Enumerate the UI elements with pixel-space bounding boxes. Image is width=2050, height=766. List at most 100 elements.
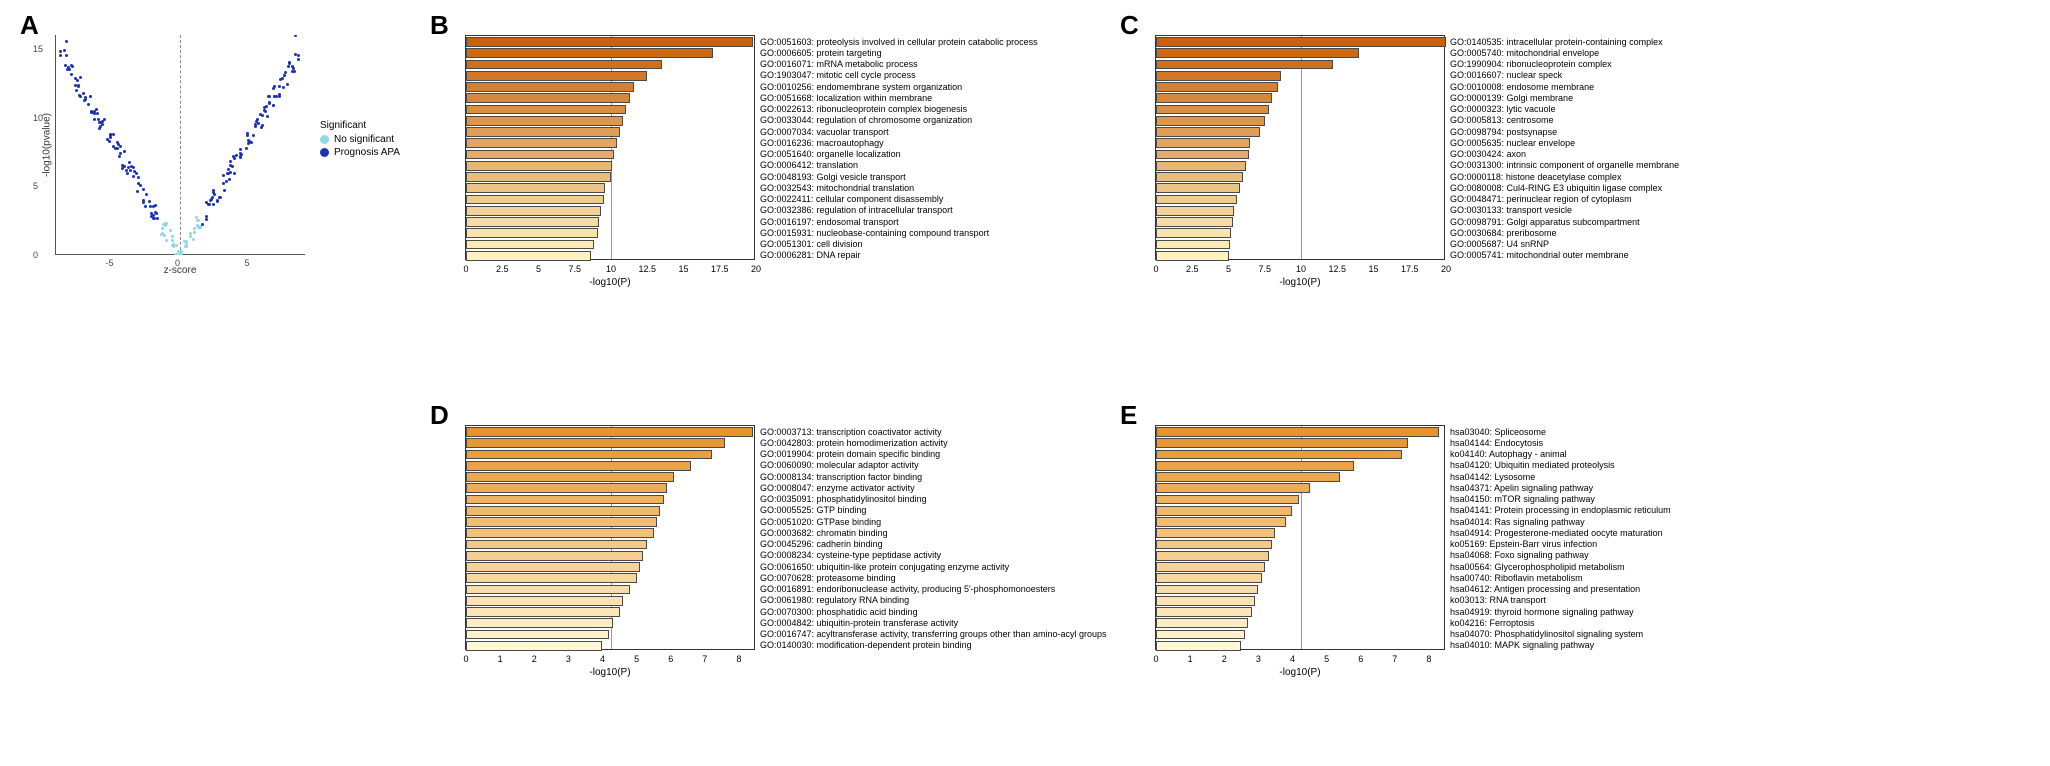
bar-label: GO:0016607: nuclear speck [1444, 70, 1562, 81]
scatter-point-icon [175, 244, 178, 247]
bar-icon [1156, 105, 1269, 115]
panel-label-D: D [430, 400, 449, 431]
scatter-point-icon [205, 218, 208, 221]
scatter-point-icon [121, 167, 124, 170]
bar-icon [466, 150, 614, 160]
axis-tick: 0 [463, 654, 468, 664]
scatter-point-icon [180, 250, 183, 253]
bar-icon [1156, 506, 1292, 516]
bar-label: GO:0016891: endoribonuclease activity, p… [754, 584, 1055, 595]
bar-label: hsa04014: Ras signaling pathway [1444, 516, 1585, 527]
scatter-point-icon [192, 238, 195, 241]
axis-tick: 0 [1153, 264, 1158, 274]
bar-icon [1156, 630, 1245, 640]
bar-label: GO:0051603: proteolysis involved in cell… [754, 36, 1038, 47]
bar-icon [466, 438, 725, 448]
bar-icon [1156, 618, 1248, 628]
scatter-point-icon [99, 125, 102, 128]
scatter-point-icon [268, 95, 271, 98]
bar-label: GO:0048471: perinuclear region of cytopl… [1444, 194, 1632, 205]
bar-label: hsa04612: Antigen processing and present… [1444, 584, 1640, 595]
bar-icon [466, 240, 594, 250]
bar-icon [1156, 438, 1408, 448]
scatter-point-icon [75, 89, 78, 92]
panel-label-A: A [20, 10, 39, 41]
bar-icon [1156, 641, 1241, 651]
axis-tick: 6 [1358, 654, 1363, 664]
bar-label: GO:0006281: DNA repair [754, 250, 861, 261]
bar-label: GO:0051668: localization within membrane [754, 92, 932, 103]
gridline [1301, 426, 1302, 649]
scatter-point-icon [119, 152, 122, 155]
scatter-point-icon [132, 166, 135, 169]
scatter-point-icon [264, 110, 267, 113]
bar-icon [1156, 116, 1265, 126]
scatter-point-icon [231, 165, 234, 168]
bar-label: ko04140: Autophagy - animal [1444, 449, 1567, 460]
scatter-point-icon [239, 148, 242, 151]
bar-icon [466, 228, 598, 238]
bar-icon [1156, 450, 1402, 460]
scatter-point-icon [210, 198, 213, 201]
bar-icon [466, 540, 647, 550]
scatter-point-icon [193, 231, 196, 234]
bar-area: 02.557.51012.51517.520GO:0051603: proteo… [465, 35, 755, 260]
scatter-point-icon [165, 239, 168, 242]
axis-tick: 17.5 [1401, 264, 1419, 274]
scatter-point-icon [169, 229, 172, 232]
bar-icon [1156, 228, 1231, 238]
bar-label: hsa04914: Progesterone-mediated oocyte m… [1444, 527, 1663, 538]
bar-label: GO:0140535: intracellular protein-contai… [1444, 36, 1663, 47]
scatter-point-icon [254, 125, 257, 128]
bar-label: hsa04142: Lysosome [1444, 471, 1535, 482]
bar-label: GO:0080008: Cul4-RING E3 ubiquitin ligas… [1444, 182, 1662, 193]
bar-label: hsa03040: Spliceosome [1444, 426, 1546, 437]
scatter-legend: Significant No significantPrognosis APA [320, 120, 400, 160]
bar-icon [466, 183, 605, 193]
scatter-point-icon [245, 147, 248, 150]
bar-label: GO:0004842: ubiquitin-protein transferas… [754, 617, 958, 628]
scatter-point-icon [286, 83, 289, 86]
axis-tick: 0 [33, 250, 50, 260]
bar-icon [1156, 461, 1354, 471]
scatter-point-icon [148, 200, 151, 203]
bar-label: GO:0000323: lytic vacuole [1444, 104, 1556, 115]
axis-tick: 15 [1368, 264, 1378, 274]
scatter-point-icon [178, 253, 181, 255]
scatter-point-icon [252, 134, 255, 137]
bar-icon [466, 450, 712, 460]
bar-label: GO:0016071: mRNA metabolic process [754, 59, 918, 70]
axis-tick: 7.5 [568, 264, 581, 274]
scatter-vline [180, 35, 181, 255]
bar-label: GO:0051020: GTPase binding [754, 516, 881, 527]
axis-tick: 7 [702, 654, 707, 664]
bar-icon [466, 206, 601, 216]
scatter-point-icon [228, 178, 231, 181]
axis-tick: 10 [1296, 264, 1306, 274]
bar-label: ko04216: Ferroptosis [1444, 617, 1535, 628]
scatter-point-icon [268, 101, 271, 104]
legend-label: No significant [334, 134, 394, 145]
bar-label: GO:0008134: transcription factor binding [754, 471, 922, 482]
bar-icon [466, 641, 602, 651]
axis-tick: 8 [736, 654, 741, 664]
scatter-point-icon [123, 150, 126, 153]
scatter-point-icon [89, 95, 92, 98]
bar-label: hsa04141: Protein processing in endoplas… [1444, 505, 1671, 516]
scatter-point-icon [171, 235, 174, 238]
scatter-point-icon [265, 105, 268, 108]
bar-icon [466, 483, 667, 493]
scatter-point-icon [199, 226, 202, 229]
bar-icon [1156, 150, 1249, 160]
bar-label: GO:0005813: centrosome [1444, 115, 1554, 126]
bar-label: GO:0016747: acyltransferase activity, tr… [754, 629, 1107, 640]
bar-icon [1156, 183, 1240, 193]
bar-icon [1156, 517, 1286, 527]
bar-icon [466, 506, 660, 516]
axis-tick: 7 [1392, 654, 1397, 664]
axis-tick: 12.5 [1328, 264, 1346, 274]
bar-label: GO:0031300: intrinsic component of organ… [1444, 160, 1679, 171]
bar-icon [466, 630, 609, 640]
axis-tick: 15 [678, 264, 688, 274]
bar-label: hsa00564: Glycerophospholipid metabolism [1444, 561, 1625, 572]
